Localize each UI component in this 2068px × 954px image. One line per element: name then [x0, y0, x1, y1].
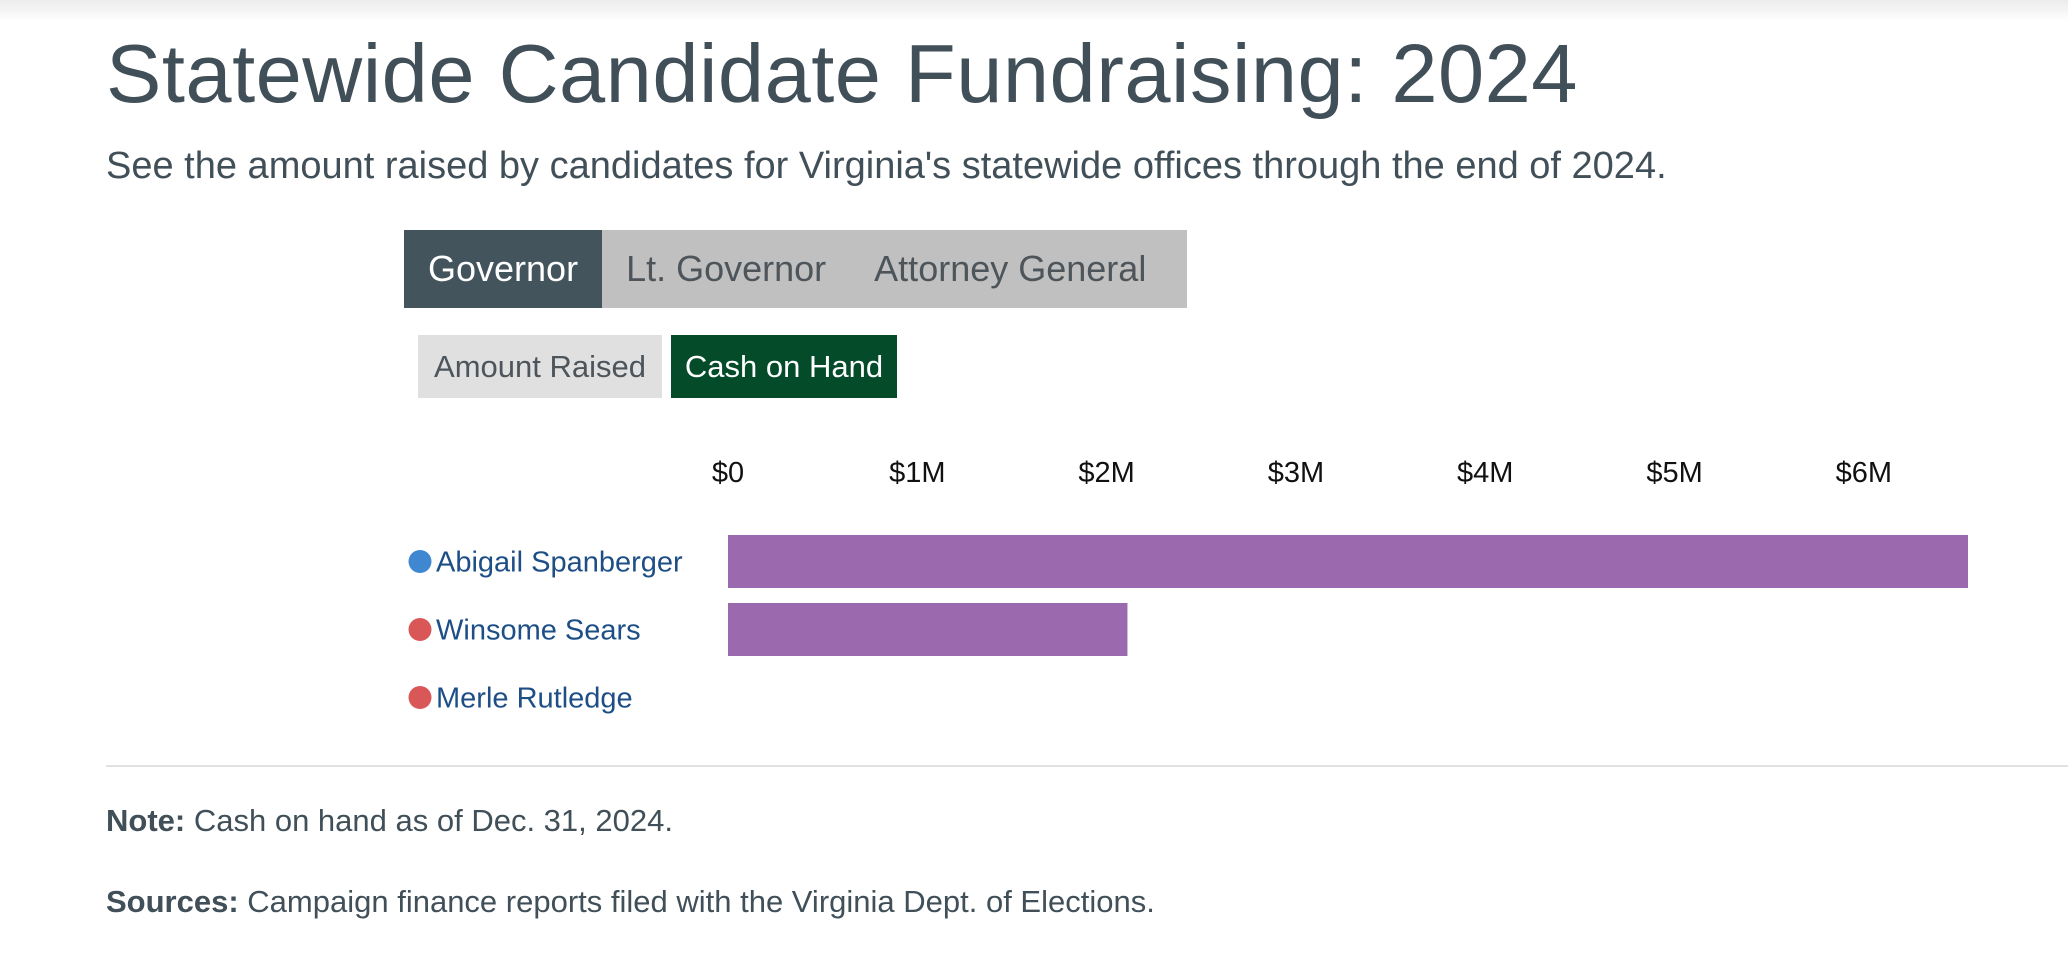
candidate-label[interactable]: Abigail Spanberger [436, 547, 683, 579]
office-tab-bar: Governor Lt. Governor Attorney General [404, 230, 1187, 308]
sources-label: Sources: [106, 884, 239, 919]
x-tick-label: $1M [889, 457, 945, 489]
fundraising-bar-chart: $0 $1M $2M $3M $4M $5M $6M Abigail Spanberger Wi… [408, 457, 1968, 715]
party-dot-icon [408, 686, 432, 709]
candidate-label[interactable]: Winsome Sears [436, 615, 641, 647]
note-label: Note: [106, 803, 186, 838]
party-dot-icon [408, 618, 432, 641]
tab-lt-governor[interactable]: Lt. Governor [626, 248, 827, 289]
amount-raised-button[interactable]: Amount Raised [418, 335, 662, 398]
cash-on-hand-button[interactable]: Cash on Hand [671, 335, 897, 398]
footer-divider [106, 765, 2068, 767]
top-shade [0, 0, 2068, 22]
page-title: Statewide Candidate Fundraising: 2024 [106, 27, 1578, 120]
x-tick-label: $4M [1457, 457, 1513, 489]
x-tick-label: $0 [712, 457, 744, 489]
bar [728, 603, 1128, 656]
x-tick-label: $3M [1268, 457, 1324, 489]
page-subtitle: See the amount raised by candidates for … [106, 145, 1667, 187]
candidate-label[interactable]: Merle Rutledge [436, 683, 633, 715]
sources-text: Campaign finance reports filed with the … [247, 884, 1155, 919]
x-tick-label: $5M [1646, 457, 1702, 489]
tab-governor[interactable]: Governor [404, 230, 603, 308]
note-text: Cash on hand as of Dec. 31, 2024. [193, 803, 673, 838]
party-dot-icon [408, 550, 432, 573]
x-tick-label: $6M [1836, 457, 1892, 489]
tab-attorney-general[interactable]: Attorney General [874, 248, 1147, 289]
note: Note: Cash on hand as of Dec. 31, 2024. [106, 803, 673, 839]
x-tick-label: $2M [1078, 457, 1134, 489]
bar [728, 535, 1968, 588]
sources: Sources: Campaign finance reports filed … [106, 884, 1155, 920]
